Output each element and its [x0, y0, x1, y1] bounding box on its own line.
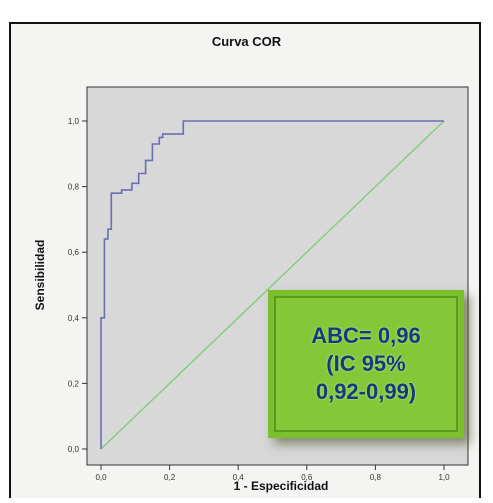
y-tick-label: 1,0	[68, 117, 80, 126]
y-tick-label: 0,4	[68, 314, 80, 323]
x-tick-label: 0,2	[164, 473, 176, 482]
auc-line-1: ABC= 0,96	[311, 323, 421, 348]
y-axis-label: Sensibilidad	[33, 240, 47, 311]
auc-line-3: 0,92-0,99)	[315, 379, 417, 404]
chart-title: Curva COR	[211, 34, 282, 49]
x-tick-label: 1,0	[438, 473, 450, 482]
roc-curve-line	[100, 120, 444, 449]
auc-callout: ABC= 0,96 (IC 95% 0,92-0,99)	[268, 290, 464, 438]
auc-line-2: (IC 95%	[326, 351, 406, 376]
y-tick-label: 0,8	[68, 183, 80, 192]
x-tick-label: 0,4	[233, 473, 245, 482]
reference-diagonal-line	[100, 120, 445, 450]
x-axis-label: 1 - Especificidad	[234, 479, 329, 493]
x-tick-label: 0,0	[95, 473, 107, 482]
y-tick-label: 0,2	[68, 379, 80, 388]
auc-callout-inner: ABC= 0,96 (IC 95% 0,92-0,99)	[274, 296, 458, 432]
x-tick-label: 0,6	[301, 473, 313, 482]
x-tick-label: 0,8	[370, 473, 382, 482]
y-tick-label: 0,0	[68, 445, 80, 454]
y-tick-label: 0,6	[68, 248, 80, 257]
